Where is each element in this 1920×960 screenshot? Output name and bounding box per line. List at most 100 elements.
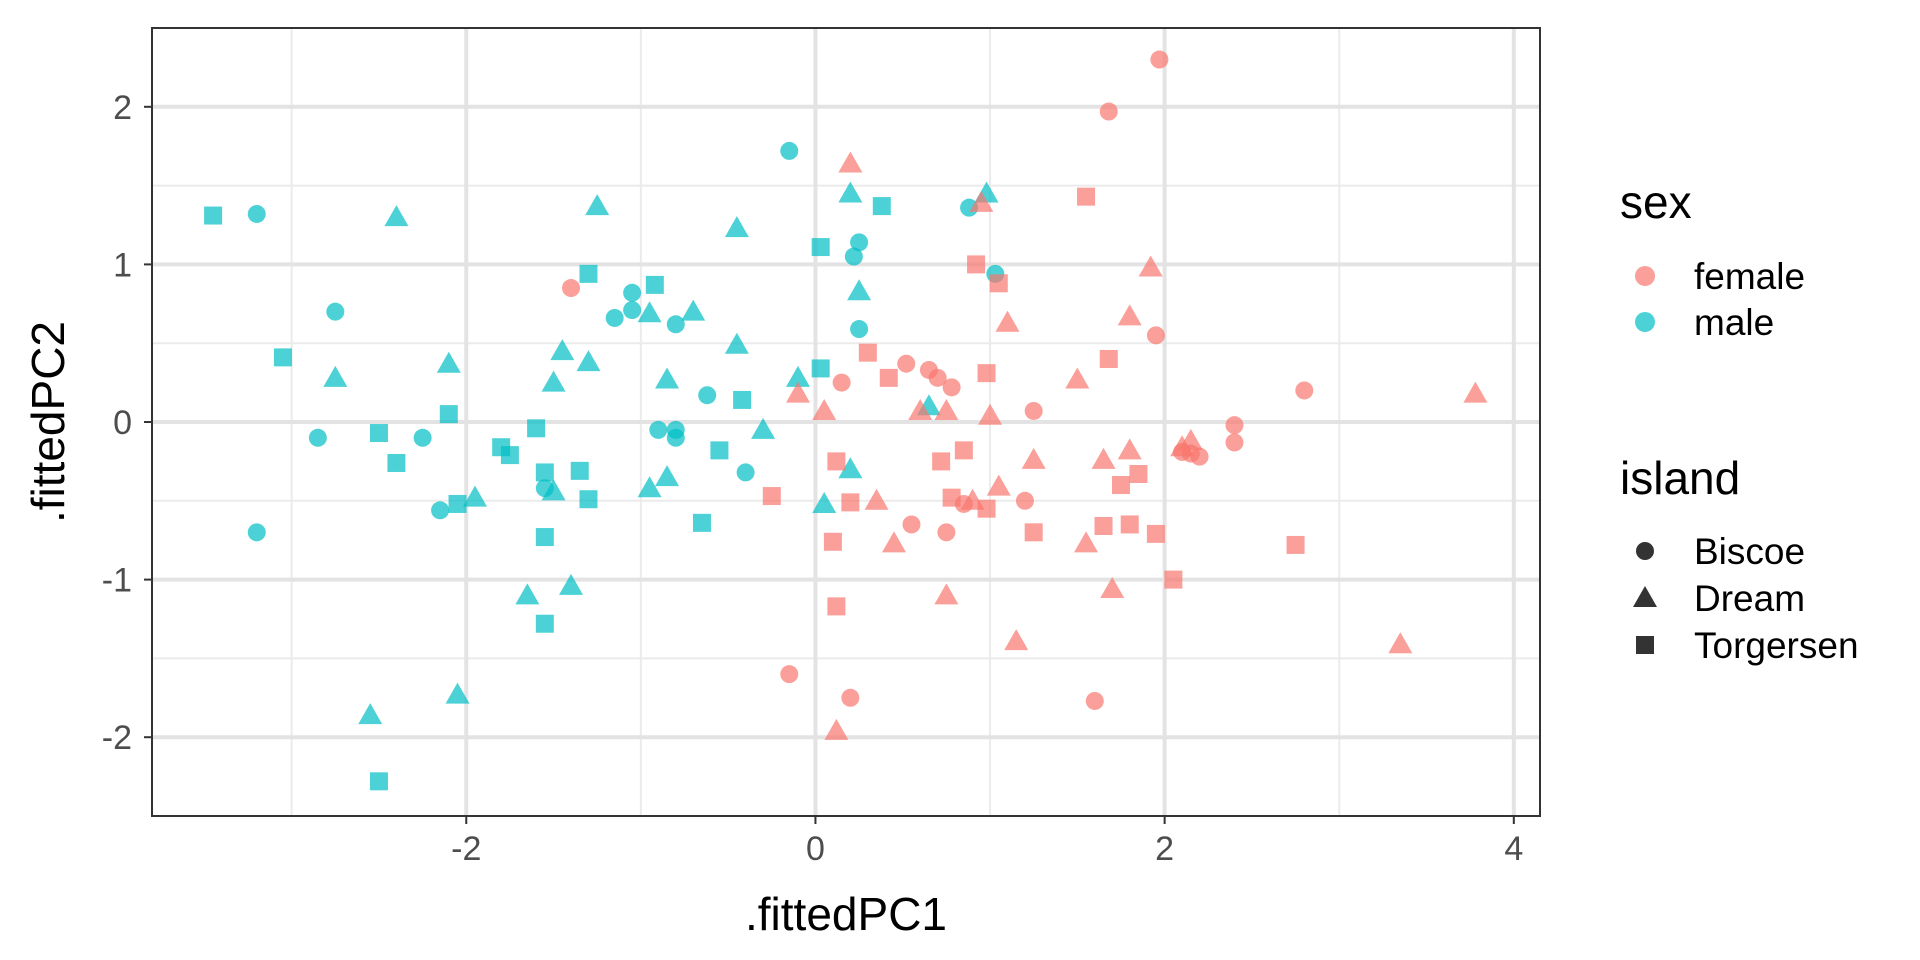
point-male-biscoe-10: [623, 301, 642, 320]
point-male-dream-18: [724, 332, 749, 354]
point-female-biscoe-4: [928, 368, 947, 387]
legend-key-female: [1635, 266, 1655, 286]
x-tick-label-0: -2: [451, 830, 481, 868]
point-female-dream-3: [864, 488, 889, 510]
point-female-dream-13: [1004, 629, 1029, 651]
legend-key-biscoe: [1636, 542, 1654, 560]
point-female-torgersen-5: [858, 343, 877, 362]
point-male-dream-12: [541, 479, 566, 501]
point-male-biscoe-1: [326, 302, 345, 321]
point-male-torgersen-13: [579, 490, 598, 509]
point-male-dream-25: [838, 457, 863, 479]
point-female-torgersen-19: [1120, 515, 1139, 534]
point-male-dream-22: [812, 491, 837, 513]
point-male-dream-1: [323, 365, 348, 387]
y-tick-label-4: 2: [113, 89, 132, 127]
point-female-biscoe-0: [562, 279, 581, 298]
legend-title-sex: sex: [1620, 176, 1692, 228]
point-female-torgersen-17: [1099, 349, 1118, 368]
point-female-biscoe-6: [1024, 401, 1043, 420]
point-female-dream-20: [1117, 438, 1142, 460]
point-female-biscoe-7: [902, 515, 921, 534]
point-female-biscoe-19: [1150, 50, 1169, 69]
point-female-torgersen-10: [967, 255, 986, 274]
point-male-dream-7: [559, 573, 584, 595]
point-female-dream-23: [1178, 428, 1203, 450]
point-female-dream-2: [838, 151, 863, 173]
legend: sex female male island Biscoe Dream Torg…: [1620, 176, 1859, 666]
point-female-dream-15: [1065, 367, 1090, 389]
point-male-dream-19: [751, 417, 776, 439]
point-female-dream-1: [812, 398, 837, 420]
point-male-torgersen-10: [535, 528, 554, 547]
point-female-dream-0: [785, 381, 810, 403]
point-female-biscoe-5: [942, 378, 961, 397]
point-male-torgersen-15: [645, 275, 664, 294]
point-female-biscoe-10: [1015, 491, 1034, 510]
point-female-dream-25: [1463, 381, 1488, 403]
data-points: [204, 50, 1488, 791]
point-female-torgersen-1: [823, 532, 842, 551]
point-female-torgersen-0: [762, 487, 781, 506]
point-male-dream-8: [550, 339, 575, 361]
point-male-torgersen-9: [535, 463, 554, 482]
point-female-biscoe-14: [1190, 447, 1209, 466]
x-tick-label-3: 4: [1504, 830, 1523, 868]
point-male-biscoe-2: [308, 428, 327, 447]
point-male-biscoe-11: [666, 315, 685, 334]
point-male-torgersen-20: [811, 359, 830, 378]
point-female-torgersen-14: [1024, 523, 1043, 542]
point-male-dream-17: [681, 299, 706, 321]
point-female-dream-26: [824, 718, 849, 740]
point-male-torgersen-8: [527, 419, 546, 438]
point-male-torgersen-7: [500, 446, 519, 465]
point-male-biscoe-5: [431, 501, 450, 520]
point-male-dream-16: [655, 465, 680, 487]
point-male-biscoe-14: [666, 428, 685, 447]
point-female-biscoe-16: [1225, 433, 1244, 452]
point-female-dream-21: [1138, 255, 1163, 277]
point-female-torgersen-20: [1129, 465, 1148, 484]
legend-key-torgersen: [1636, 636, 1654, 654]
y-tick-label-1: -1: [102, 562, 132, 600]
point-female-biscoe-22: [1085, 691, 1104, 710]
point-male-biscoe-17: [844, 247, 863, 266]
point-male-torgersen-12: [570, 461, 589, 480]
x-tick-label-2: 2: [1155, 830, 1174, 868]
point-female-torgersen-2: [827, 597, 846, 616]
point-male-dream-3: [462, 485, 487, 507]
point-female-torgersen-15: [1077, 187, 1096, 206]
point-male-dream-24: [847, 279, 872, 301]
y-tick-label-0: -2: [102, 719, 132, 757]
point-male-torgersen-22: [369, 772, 388, 791]
point-female-torgersen-9: [954, 441, 973, 460]
point-female-torgersen-6: [879, 368, 898, 387]
point-female-torgersen-13: [989, 274, 1008, 293]
point-female-dream-24: [1388, 632, 1413, 654]
y-tick-label-2: 0: [113, 404, 132, 442]
point-male-dream-15: [655, 367, 680, 389]
point-female-dream-11: [986, 474, 1011, 496]
point-male-torgersen-14: [579, 264, 598, 283]
point-male-torgersen-16: [692, 513, 711, 532]
point-female-dream-10: [978, 403, 1003, 425]
point-male-torgersen-0: [204, 206, 223, 225]
point-male-torgersen-17: [710, 441, 729, 460]
point-male-dream-4: [445, 682, 470, 704]
point-male-biscoe-3: [247, 523, 266, 542]
point-female-torgersen-21: [1146, 524, 1165, 543]
point-male-dream-21: [724, 216, 749, 238]
point-male-biscoe-8: [605, 308, 624, 327]
point-male-dream-20: [785, 365, 810, 387]
point-female-biscoe-1: [832, 373, 851, 392]
point-male-dream-5: [358, 703, 383, 725]
point-female-biscoe-15: [1225, 416, 1244, 435]
point-male-dream-6: [515, 583, 540, 605]
point-male-torgersen-4: [387, 453, 406, 472]
point-male-dream-13: [637, 476, 662, 498]
point-female-torgersen-16: [1094, 517, 1113, 536]
point-female-dream-6: [934, 398, 959, 420]
point-female-dream-14: [1021, 447, 1046, 469]
legend-key-male: [1635, 312, 1655, 332]
legend-label-dream: Dream: [1694, 578, 1805, 619]
